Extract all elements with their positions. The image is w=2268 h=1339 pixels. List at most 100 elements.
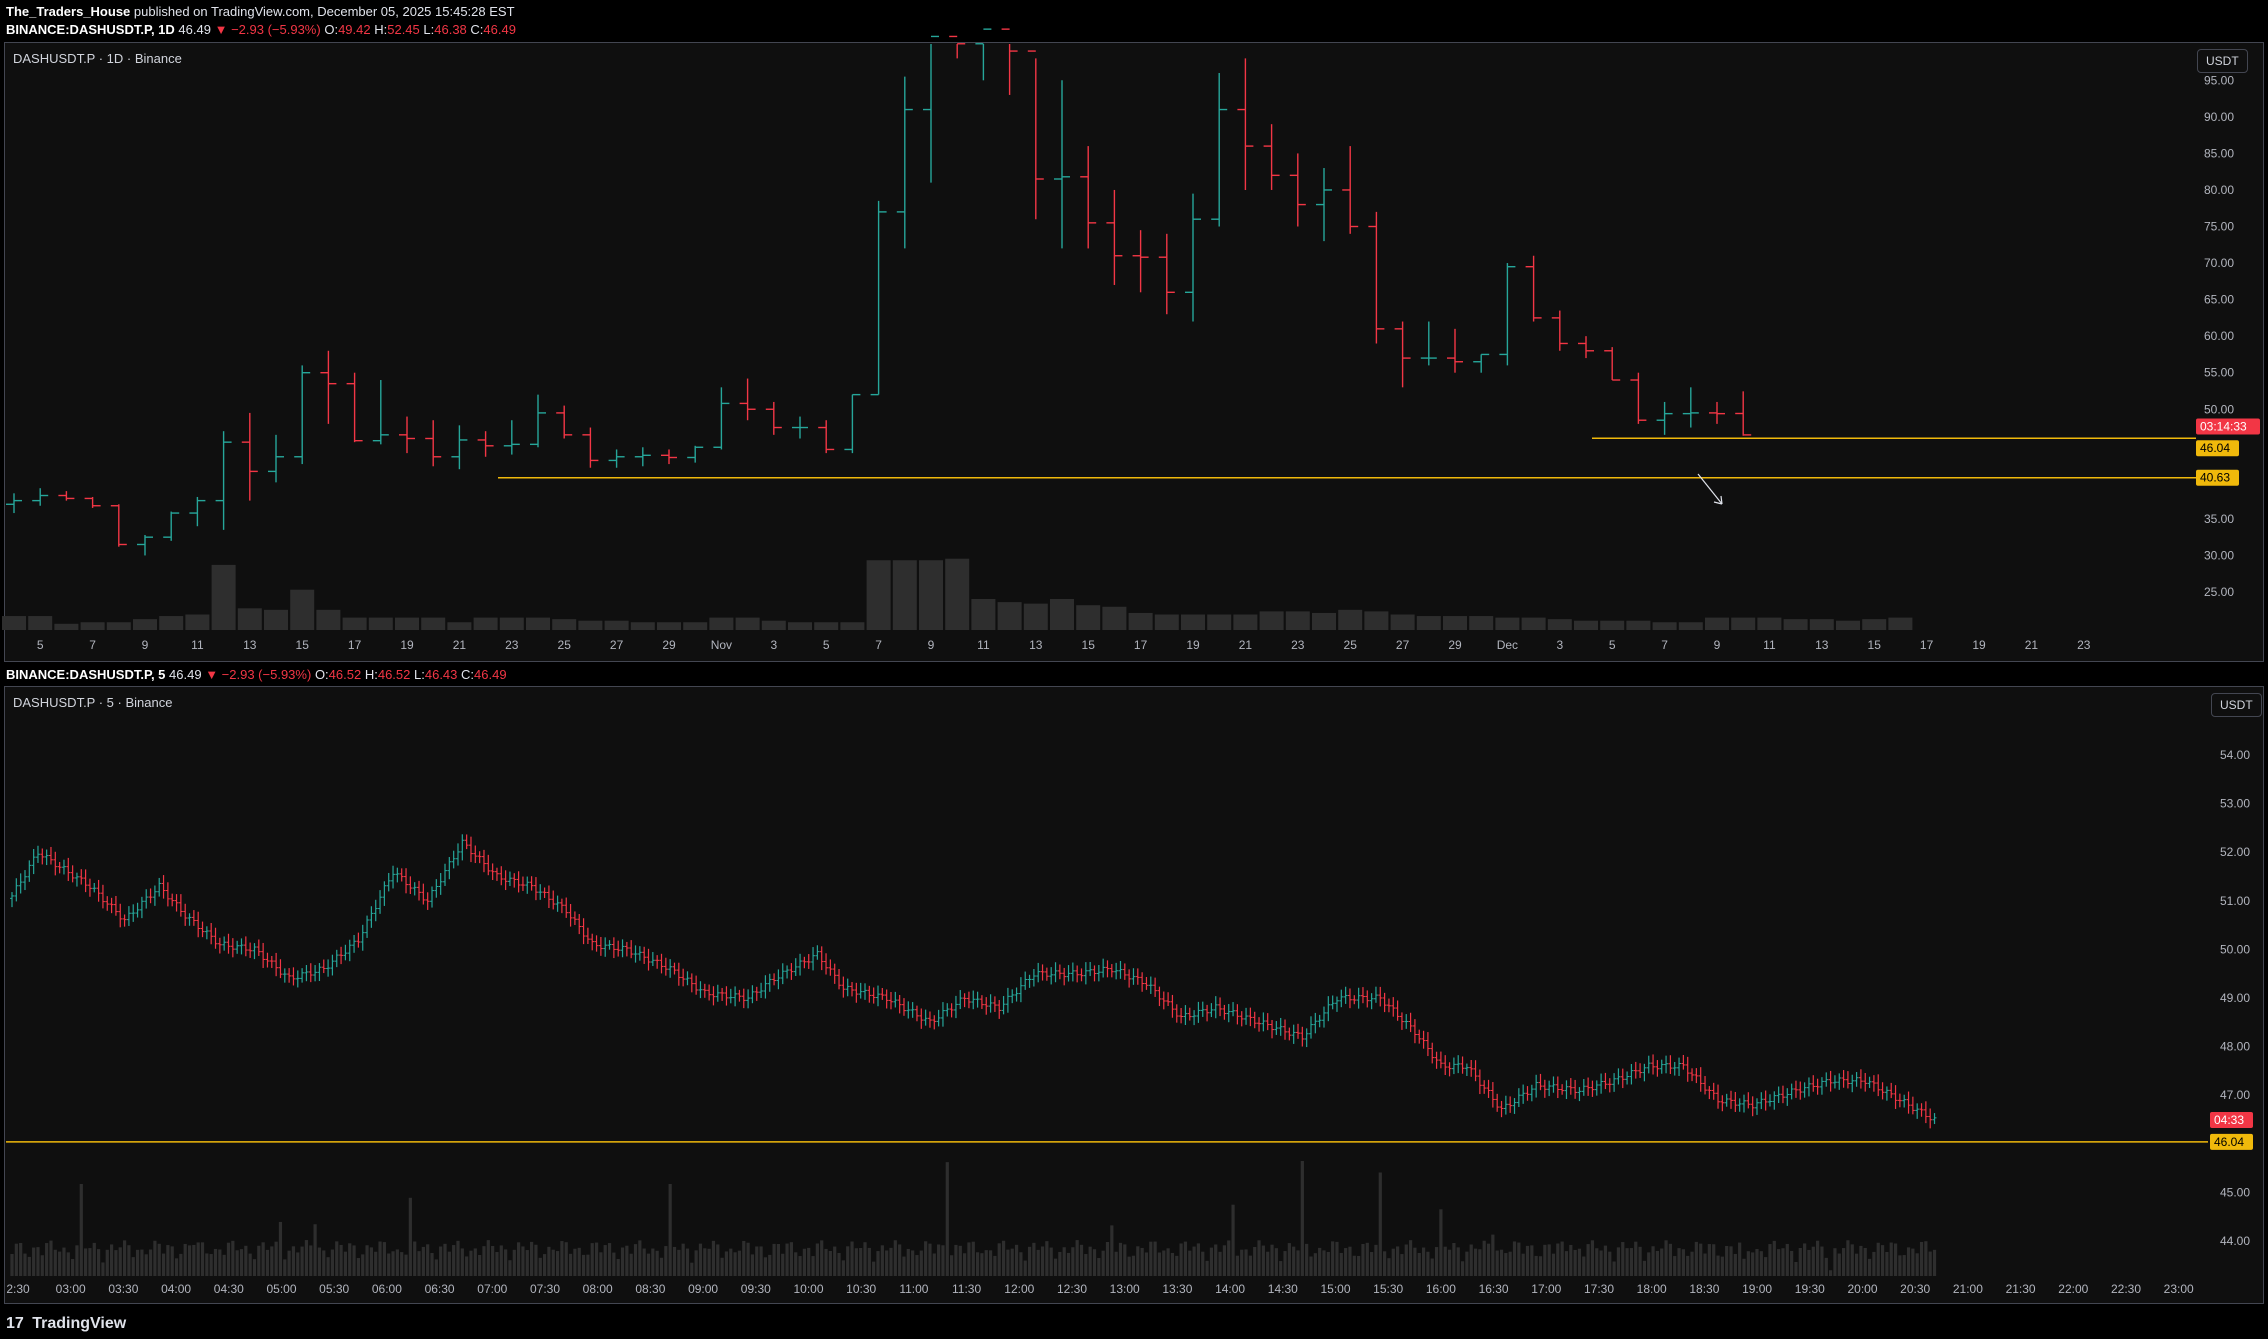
volume-bar <box>612 1252 616 1276</box>
volume-bar <box>997 602 1022 630</box>
volume-bar <box>1128 612 1153 630</box>
volume-bar <box>1755 1249 1759 1276</box>
x-tick-label: 27 <box>610 638 624 652</box>
volume-bar <box>1170 1252 1175 1276</box>
y-tick-label: 60.00 <box>2204 329 2234 343</box>
x-tick-label: 16:00 <box>1426 1282 1456 1296</box>
volume-bar <box>1690 1251 1694 1276</box>
volume-bar <box>1058 1251 1062 1276</box>
volume-bar <box>1932 1249 1937 1276</box>
level-price-tag: 46.04 <box>2200 441 2230 455</box>
publisher-name[interactable]: The_Traders_House <box>6 4 131 19</box>
volume-bar <box>802 1248 806 1276</box>
intraday-chart-pane[interactable]: DASHUSDT.P · 5 · Binance USDT <box>4 686 2264 1304</box>
volume-bar <box>880 1245 884 1276</box>
volume-bar <box>954 1244 958 1276</box>
x-tick-label: 16:30 <box>1479 1282 1509 1296</box>
volume-bar <box>1413 1247 1417 1276</box>
volume-bar <box>1421 1247 1426 1276</box>
high-daily: 52.45 <box>387 22 420 37</box>
volume-bar <box>1439 1209 1443 1276</box>
volume-bar <box>1729 1246 1733 1276</box>
volume-bar <box>984 1250 988 1276</box>
x-tick-label: 23 <box>1291 638 1305 652</box>
volume-bar <box>1556 1243 1560 1276</box>
volume-bar <box>1816 1240 1820 1276</box>
y-tick-label: 50.00 <box>2220 942 2250 956</box>
volume-bar <box>222 1254 226 1276</box>
volume-bar <box>200 1242 205 1276</box>
volume-bar <box>1898 1255 1902 1276</box>
volume-bar <box>867 1247 871 1276</box>
volume-bar <box>361 1254 365 1276</box>
volume-bar <box>45 1243 49 1276</box>
volume-bar <box>71 1259 75 1276</box>
x-tick-label: 08:30 <box>635 1282 665 1296</box>
volume-bar <box>205 1253 209 1276</box>
volume-bar <box>1144 1252 1149 1276</box>
volume-bar <box>694 1250 698 1276</box>
level-price-tag-bg <box>2196 469 2239 486</box>
volume-bar <box>106 622 131 630</box>
volume-bar <box>657 622 681 630</box>
volume-bar <box>135 1249 140 1276</box>
volume-bar <box>1404 1244 1408 1276</box>
volume-bar <box>1820 1246 1824 1276</box>
x-tick-label: Nov <box>711 638 732 652</box>
volume-bar <box>1893 1243 1898 1276</box>
volume-bar <box>1603 1245 1608 1276</box>
x-tick-label: 04:30 <box>214 1282 244 1296</box>
volume-bar <box>892 560 917 630</box>
y-tick-label: 52.00 <box>2220 845 2250 859</box>
volume-bar <box>1318 1247 1322 1276</box>
volume-bar <box>1794 1261 1798 1276</box>
volume-bar <box>629 1253 633 1276</box>
volume-bar <box>737 1250 742 1276</box>
volume-bar <box>1231 1204 1235 1276</box>
volume-bar <box>196 1242 200 1276</box>
open-daily: 49.42 <box>338 22 371 37</box>
volume-bar <box>80 622 105 630</box>
volume-bar <box>465 1256 469 1276</box>
volume-bar <box>252 1259 257 1276</box>
y-tick-label: 44.00 <box>2220 1234 2250 1248</box>
currency-button-daily[interactable]: USDT <box>2197 49 2248 73</box>
volume-bar <box>161 1253 166 1276</box>
volume-bar <box>716 1244 720 1276</box>
volume-bar <box>157 1243 161 1276</box>
daily-chart-pane[interactable]: DASHUSDT.P · 1D · Binance USDT <box>4 42 2264 662</box>
currency-button-5m[interactable]: USDT <box>2211 693 2262 717</box>
volume-bar <box>581 1254 586 1276</box>
volume-bar <box>296 1252 300 1276</box>
volume-bar <box>763 1257 768 1276</box>
volume-bar <box>1525 1245 1530 1276</box>
x-tick-label: 11 <box>191 638 204 652</box>
volume-bar <box>625 1245 629 1276</box>
daily-chart-title: DASHUSDT.P · 1D · Binance <box>13 51 182 66</box>
volume-bar <box>369 1247 373 1276</box>
volume-bar <box>997 1243 1001 1276</box>
x-tick-label: Dec <box>1497 638 1518 652</box>
low-5m: 46.43 <box>424 667 458 682</box>
tradingview-footer[interactable]: 17 TradingView <box>6 1315 126 1333</box>
volume-bar <box>58 1251 62 1276</box>
volume-bar <box>1075 1240 1079 1276</box>
volume-bar <box>1569 1244 1573 1276</box>
tradingview-logo-text: TradingView <box>32 1315 127 1332</box>
volume-bar <box>1512 1241 1517 1276</box>
x-tick-label: 13 <box>1815 638 1829 652</box>
volume-bar <box>1664 1240 1668 1276</box>
volume-bar <box>1867 1258 1872 1276</box>
volume-bar <box>1102 606 1127 630</box>
volume-bar <box>1222 1245 1226 1276</box>
volume-bar <box>1157 1252 1162 1276</box>
volume-bar <box>1084 1254 1088 1276</box>
volume-bar <box>993 1255 997 1276</box>
volume-bar <box>486 1240 490 1276</box>
volume-bar <box>1352 1255 1356 1276</box>
volume-bar <box>1270 1244 1274 1276</box>
x-tick-label: 3 <box>1556 638 1563 652</box>
volume-bar <box>395 617 419 630</box>
volume-bar <box>932 1253 936 1276</box>
volume-bar <box>1049 1247 1053 1276</box>
